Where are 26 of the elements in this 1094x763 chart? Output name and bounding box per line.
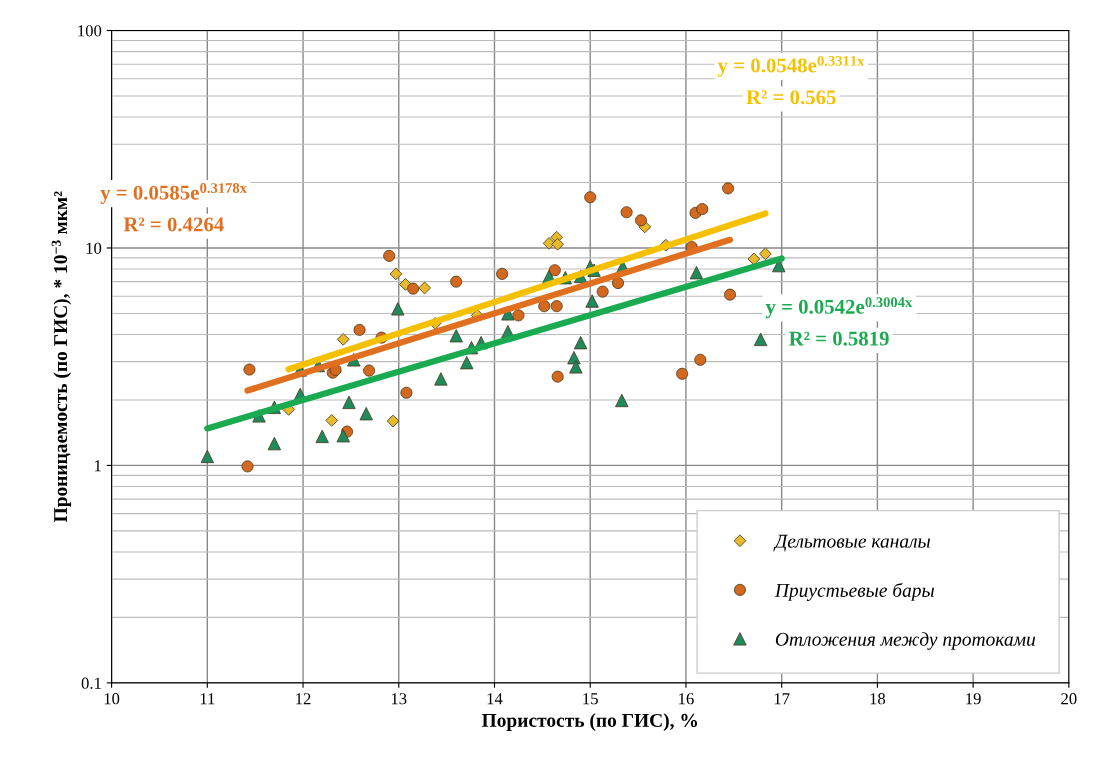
legend-label: Приустьевые бары bbox=[774, 582, 934, 601]
x-tick-label: 16 bbox=[679, 693, 694, 705]
x-tick-label: 17 bbox=[774, 693, 790, 705]
legend-label: Дельтовые каналы bbox=[773, 534, 931, 552]
y-tick-label: 1 bbox=[95, 460, 101, 472]
x-tick-label: 13 bbox=[391, 693, 407, 705]
x-tick-label: 19 bbox=[966, 693, 981, 705]
x-tick-label: 15 bbox=[583, 693, 598, 705]
annotation: R² = 0.4264 bbox=[123, 217, 224, 232]
x-axis-title: Пористость (по ГИС), % bbox=[481, 713, 698, 731]
legend-label: Отложения между протоками bbox=[775, 632, 1036, 650]
y-tick-label: 10 bbox=[86, 242, 102, 254]
annotation: R² = 0.5819 bbox=[789, 331, 889, 346]
annotation: y = 0.0542e$^{0.3004x}$ bbox=[765, 297, 913, 319]
y-tick-label: 100 bbox=[78, 25, 102, 37]
x-tick-label: 10 bbox=[104, 693, 120, 705]
y-tick-label: 0.1 bbox=[81, 677, 101, 689]
x-tick-label: 20 bbox=[1061, 693, 1077, 705]
annotation: y = 0.0585e$^{0.3178x}$ bbox=[100, 183, 247, 204]
x-tick-label: 18 bbox=[870, 693, 886, 705]
x-tick-label: 11 bbox=[200, 693, 215, 705]
x-tick-label: 14 bbox=[487, 693, 503, 705]
annotation: y = 0.0548e$^{0.3311x}$ bbox=[717, 55, 865, 77]
annotation: R² = 0.565 bbox=[746, 90, 836, 105]
y-axis-title: Проницаемость (по ГИС), * 10$^{−3}$ мкм² bbox=[51, 191, 72, 523]
x-tick-label: 12 bbox=[296, 693, 311, 705]
